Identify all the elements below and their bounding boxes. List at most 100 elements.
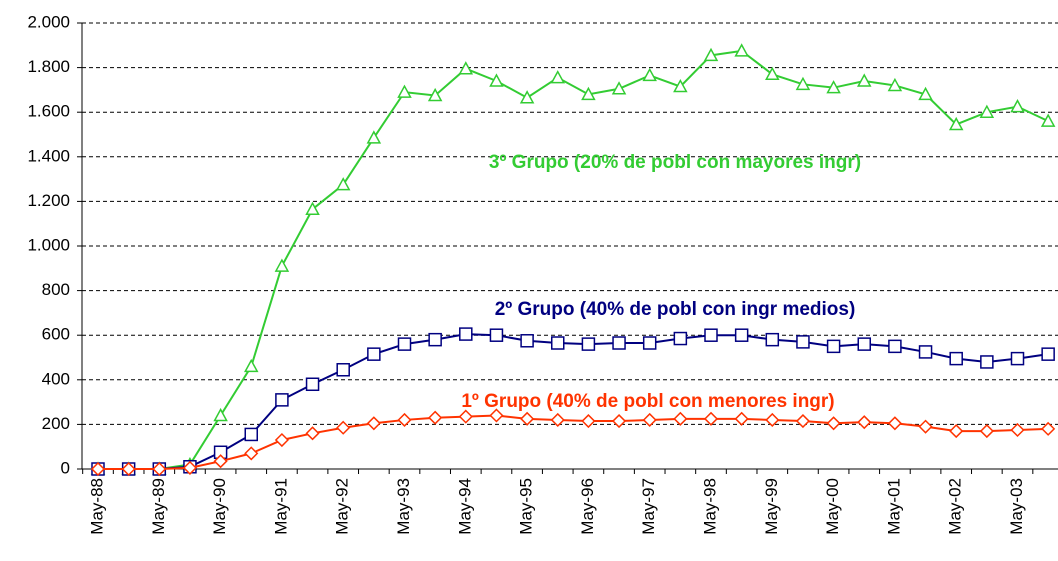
marker [918, 419, 933, 434]
marker [765, 66, 780, 81]
marker [244, 427, 258, 442]
marker [734, 328, 749, 342]
marker [581, 337, 596, 351]
x-tick-label: May-88 [87, 478, 106, 535]
marker [918, 86, 933, 101]
x-tick-label: May-03 [1007, 478, 1026, 535]
y-tick-label: 400 [42, 369, 70, 388]
marker [152, 461, 167, 477]
marker [704, 328, 718, 342]
marker [826, 339, 841, 354]
marker [581, 86, 596, 101]
marker [397, 84, 412, 98]
marker [1010, 422, 1025, 438]
series-line [98, 414, 1049, 470]
marker [918, 345, 933, 359]
marker [949, 351, 963, 366]
marker [244, 446, 259, 461]
y-tick-label: 1.200 [27, 191, 70, 210]
marker [275, 393, 289, 407]
marker [274, 432, 289, 448]
marker [121, 461, 136, 477]
marker [765, 412, 780, 428]
x-tick-label: May-92 [333, 478, 352, 535]
series-label: 2º Grupo (40% de pobl con ingr medios) [495, 299, 856, 320]
marker [520, 334, 534, 348]
y-tick-label: 200 [42, 414, 70, 433]
marker [642, 67, 657, 82]
series-line [98, 49, 1049, 470]
marker [979, 424, 994, 439]
marker [703, 411, 719, 426]
marker [795, 76, 811, 91]
x-tick-label: May-94 [455, 478, 474, 535]
y-tick-label: 1.800 [27, 57, 70, 76]
marker [397, 337, 412, 351]
y-tick-label: 1.000 [27, 235, 70, 254]
marker [366, 130, 382, 144]
marker [887, 416, 902, 431]
marker [336, 363, 350, 377]
x-tick-label: May-98 [700, 478, 719, 535]
marker [336, 420, 351, 435]
marker [90, 461, 106, 477]
marker [673, 78, 688, 93]
y-tick-label: 2.000 [27, 12, 70, 31]
x-tick-label: May-95 [517, 478, 536, 535]
marker [459, 327, 473, 341]
marker [274, 258, 290, 272]
x-tick-label: May-99 [762, 478, 781, 535]
marker [642, 336, 657, 350]
marker [428, 332, 442, 347]
series-label: 1º Grupo (40% de pobl con menores ingr) [461, 391, 834, 412]
marker [305, 426, 320, 441]
y-tick-label: 1.400 [27, 146, 70, 165]
marker [673, 331, 688, 346]
marker [795, 413, 811, 429]
marker [703, 47, 719, 62]
marker [550, 70, 566, 84]
marker [550, 412, 565, 428]
marker [519, 90, 535, 104]
marker [520, 411, 535, 426]
marker [857, 337, 871, 351]
marker [213, 454, 228, 469]
x-tick-label: May-91 [271, 478, 290, 535]
marker [1041, 421, 1056, 436]
marker [826, 80, 841, 94]
y-tick-label: 600 [42, 325, 70, 344]
x-tick-label: May-89 [149, 478, 168, 535]
marker [182, 460, 198, 475]
x-tick-label: May-96 [578, 478, 597, 535]
marker [489, 328, 504, 342]
y-tick-label: 1.600 [27, 102, 70, 121]
y-tick-label: 800 [42, 280, 70, 299]
marker [1041, 347, 1055, 361]
marker [581, 413, 596, 429]
x-tick-label: May-97 [639, 478, 658, 535]
marker [734, 411, 749, 426]
marker [888, 339, 902, 354]
marker [948, 116, 964, 131]
marker [489, 408, 504, 423]
marker [458, 61, 474, 75]
marker [673, 411, 688, 426]
marker [335, 177, 351, 191]
marker [980, 355, 994, 369]
marker [366, 416, 381, 431]
x-tick-label: May-90 [210, 478, 229, 535]
marker [305, 201, 320, 215]
marker [427, 87, 443, 102]
series-label: 3º Grupo (20% de pobl con mayores ingr) [489, 152, 861, 173]
x-tick-label: May-02 [946, 478, 965, 535]
marker [611, 413, 627, 429]
marker [734, 43, 749, 57]
marker [642, 412, 657, 428]
marker [1010, 351, 1025, 366]
marker [213, 407, 228, 422]
x-tick-label: May-00 [823, 478, 842, 535]
marker [1040, 113, 1056, 127]
marker [796, 335, 810, 349]
marker [887, 77, 903, 92]
